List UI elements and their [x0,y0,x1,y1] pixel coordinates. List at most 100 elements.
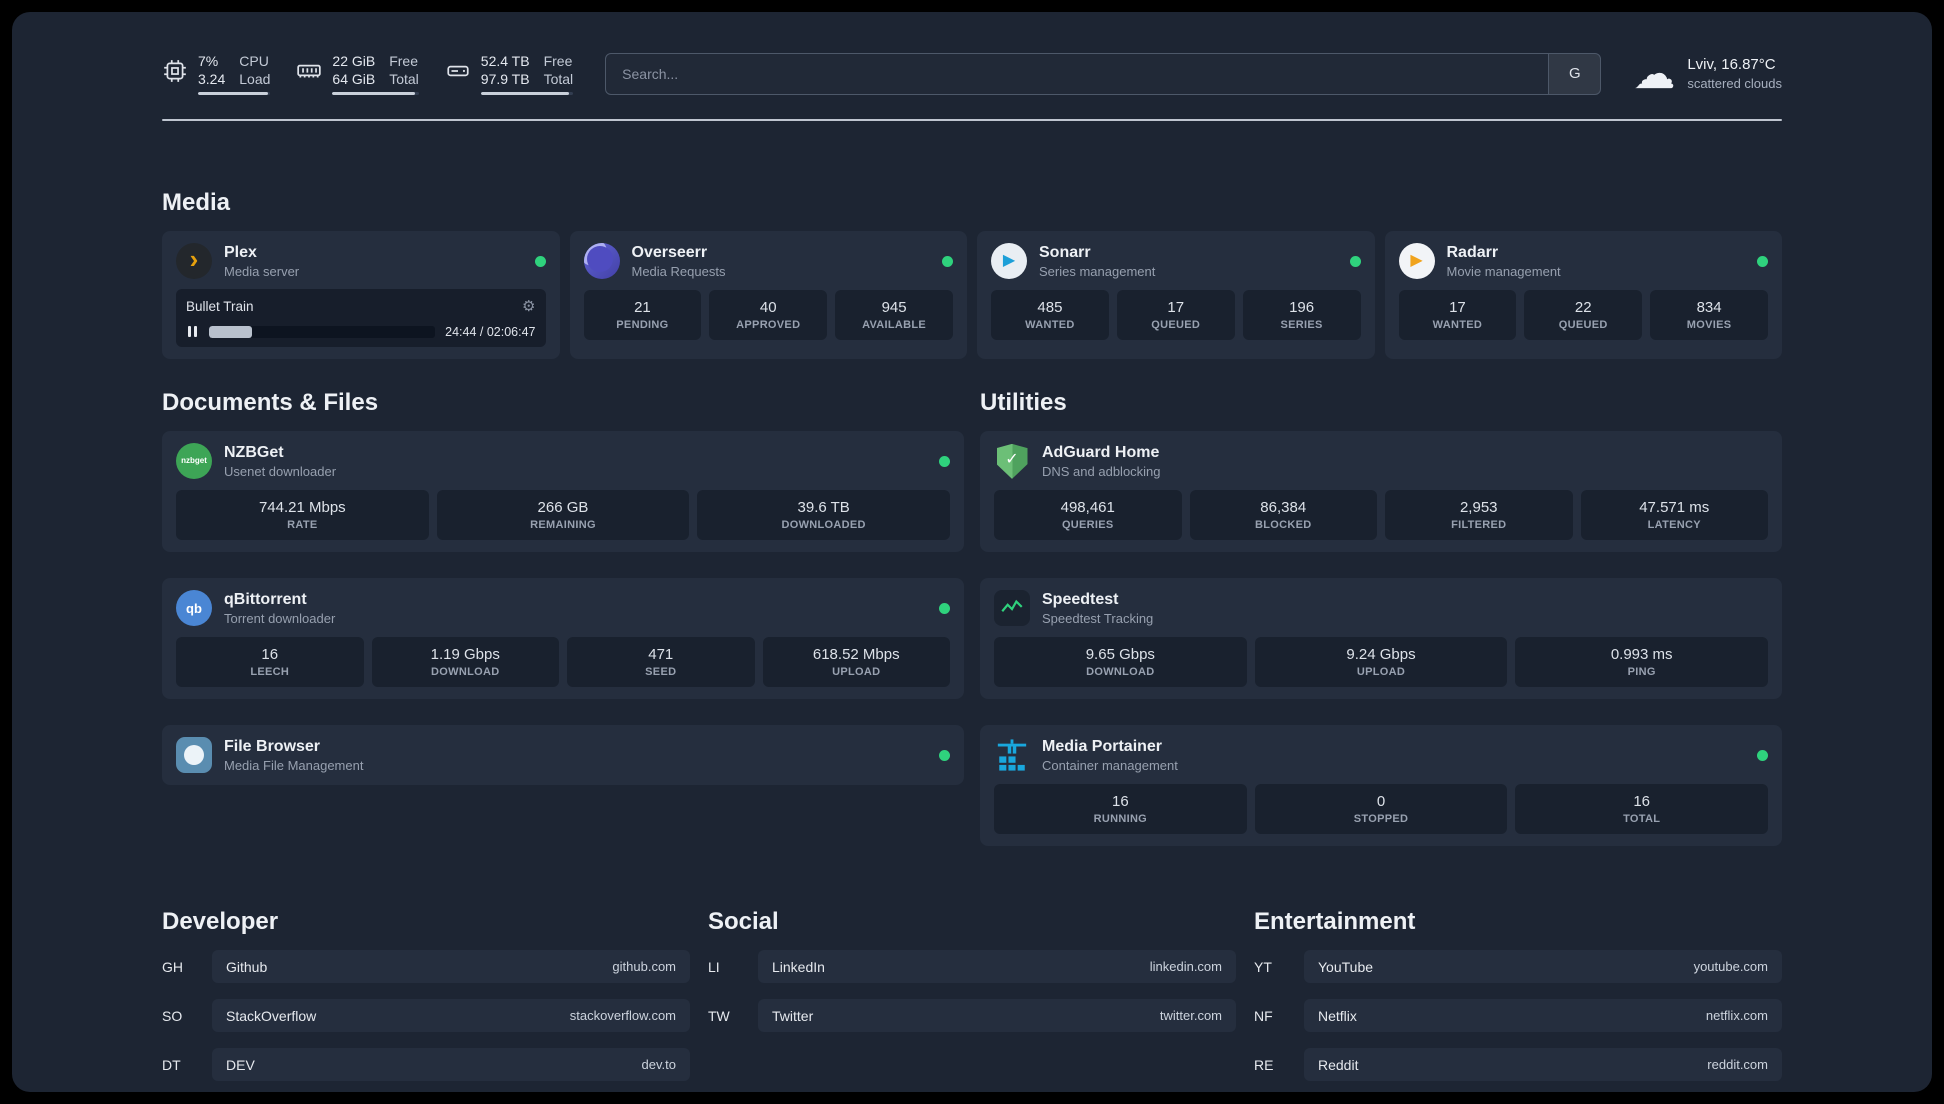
bookmark-abbr: LI [708,958,720,975]
gear-icon[interactable]: ⚙ [522,298,536,316]
stat-tile: 47.571 ms LATENCY [1580,490,1768,541]
cpu-load-value: 3.24 [198,71,226,88]
dashboard-app: 7% 3.24 CPU Load [12,12,1932,1092]
service-desc: Movie management [1446,263,1561,279]
service-card-adguard[interactable]: ✓ AdGuard Home DNS and adblocking 498,46… [980,431,1782,553]
bookmark-abbr: YT [1254,958,1272,975]
bookmark-abbr: DT [162,1056,181,1073]
plex-now-playing-widget: Bullet Train ⚙ 24:44 / 02:06:47 [176,289,546,348]
sonarr-icon: ▶ [991,243,1027,280]
memory-total-value: 64 GiB [332,71,376,88]
stat-tile: 17 QUEUED [1116,290,1235,341]
section-title-social: Social [708,908,779,936]
cloud-icon: ☁ [1633,49,1676,97]
bookmark-name: DEV [226,1056,255,1073]
service-desc: Media Requests [631,263,726,279]
stat-tile: 16 LEECH [176,637,364,688]
bookmark-netflix[interactable]: NF Netflix netflix.com [1254,999,1782,1033]
service-card-nzbget[interactable]: nzbget NZBGet Usenet downloader 744.21 M… [162,431,964,553]
memory-label-bottom: Total [389,71,419,88]
cpu-usage-value: 7% [198,53,219,69]
bookmark-url: reddit.com [1707,1057,1768,1073]
service-desc: Container management [1042,757,1178,773]
service-name: Radarr [1446,243,1499,261]
stat-tile: 2,953 FILTERED [1385,490,1573,541]
bookmark-reddit[interactable]: RE Reddit reddit.com [1254,1048,1782,1082]
stat-tile: 618.52 Mbps UPLOAD [762,637,950,688]
cpu-icon [164,60,186,82]
bookmarks-developer: Developer GH Github github.com SO StackOv… [162,908,690,1092]
section-title-entertainment: Entertainment [1254,908,1416,936]
bookmark-stackoverflow[interactable]: SO StackOverflow stackoverflow.com [162,999,690,1033]
disk-icon [447,65,469,77]
bookmark-name: LinkedIn [772,958,825,975]
stat-tile: 17 WANTED [1398,290,1517,341]
stat-tile: 16 TOTAL [1515,784,1768,835]
memory-label-top: Free [389,53,419,69]
stat-tile: 22 QUEUED [1524,290,1643,341]
stat-tile: 1.19 Gbps DOWNLOAD [371,637,559,688]
service-card-qbittorrent[interactable]: qb qBittorrent Torrent downloader 16 LEEC… [162,578,964,700]
search-bar: G [605,52,1602,95]
service-card-overseerr[interactable]: Overseerr Media Requests 21 PENDING 40 APP… [569,231,967,360]
section-title-documents: Documents & Files [162,389,379,417]
bookmark-abbr: NF [1254,1007,1273,1024]
status-online-dot [939,749,950,761]
overseerr-icon [583,243,620,280]
service-desc: DNS and adblocking [1042,463,1161,479]
search-provider-button[interactable]: G [1548,53,1601,94]
playback-progress-bar[interactable] [209,325,436,338]
utilities-section: Utilities ✓ AdGuard Home DNS and adblock… [980,389,1782,847]
documents-section: Documents & Files nzbget NZBGet Usenet d… [162,389,964,846]
bookmark-linkedin[interactable]: LI LinkedIn linkedin.com [708,950,1236,984]
disk-usage-bar [480,92,574,96]
stat-tile: 86,384 BLOCKED [1189,490,1377,541]
bookmark-name: Github [226,958,268,975]
stat-tile: 834 MOVIES [1650,290,1768,341]
service-name: NZBGet [224,443,284,461]
stat-tile: 9.24 Gbps UPLOAD [1254,637,1508,688]
bookmark-abbr: SO [162,1007,183,1024]
stat-tile: 485 WANTED [991,290,1109,341]
search-input[interactable] [606,53,1549,94]
service-desc: Usenet downloader [224,463,337,479]
memory-free-value: 22 GiB [332,53,376,69]
stat-tile: 21 PENDING [583,290,702,341]
qbittorrent-icon: qb [176,590,212,627]
topbar-divider [162,119,1782,122]
service-desc: Media server [224,263,300,279]
stat-tile: 9.65 Gbps DOWNLOAD [994,637,1247,688]
bookmark-name: StackOverflow [226,1007,317,1024]
filebrowser-icon [176,737,212,774]
section-title-media: Media [162,189,231,217]
bookmark-youtube[interactable]: YT YouTube youtube.com [1254,950,1782,984]
service-name: qBittorrent [224,590,307,608]
service-card-speedtest[interactable]: Speedtest Speedtest Tracking 9.65 Gbps DO… [980,578,1782,700]
service-card-filebrowser[interactable]: File Browser Media File Management [162,725,964,786]
status-online-dot [534,255,546,267]
bookmark-url: youtube.com [1693,959,1768,975]
stat-tile: 266 GB REMAINING [436,490,690,541]
service-name: AdGuard Home [1042,443,1160,461]
service-name: Sonarr [1039,243,1091,261]
service-card-plex[interactable]: › Plex Media server Bullet Train ⚙ [162,231,560,360]
cpu-label-top: CPU [239,53,269,69]
status-online-dot [939,455,950,467]
bookmark-twitter[interactable]: TW Twitter twitter.com [708,999,1236,1033]
stat-tile: 744.21 Mbps RATE [176,490,429,541]
pause-button[interactable] [186,324,199,339]
cpu-usage-bar [198,92,271,96]
service-name: Speedtest [1042,590,1119,608]
stat-tile: 945 AVAILABLE [835,290,953,341]
service-card-portainer[interactable]: Media Portainer Container management 16 R… [980,725,1782,847]
speedtest-icon [994,590,1030,627]
bookmarks-social: Social LI LinkedIn linkedin.com TW Twitte… [708,908,1236,1092]
bookmark-github[interactable]: GH Github github.com [162,950,690,984]
stat-tile: 40 APPROVED [709,290,828,341]
bookmark-name: Reddit [1318,1056,1359,1073]
service-card-radarr[interactable]: ▶ Radarr Movie management 17 WANTED 22 QUE… [1384,231,1782,360]
service-name: Media Portainer [1042,737,1163,755]
service-card-sonarr[interactable]: ▶ Sonarr Series management 485 WANTED 17 Q… [977,231,1375,360]
bookmark-dev[interactable]: DT DEV dev.to [162,1048,690,1082]
bookmark-name: YouTube [1318,958,1374,975]
